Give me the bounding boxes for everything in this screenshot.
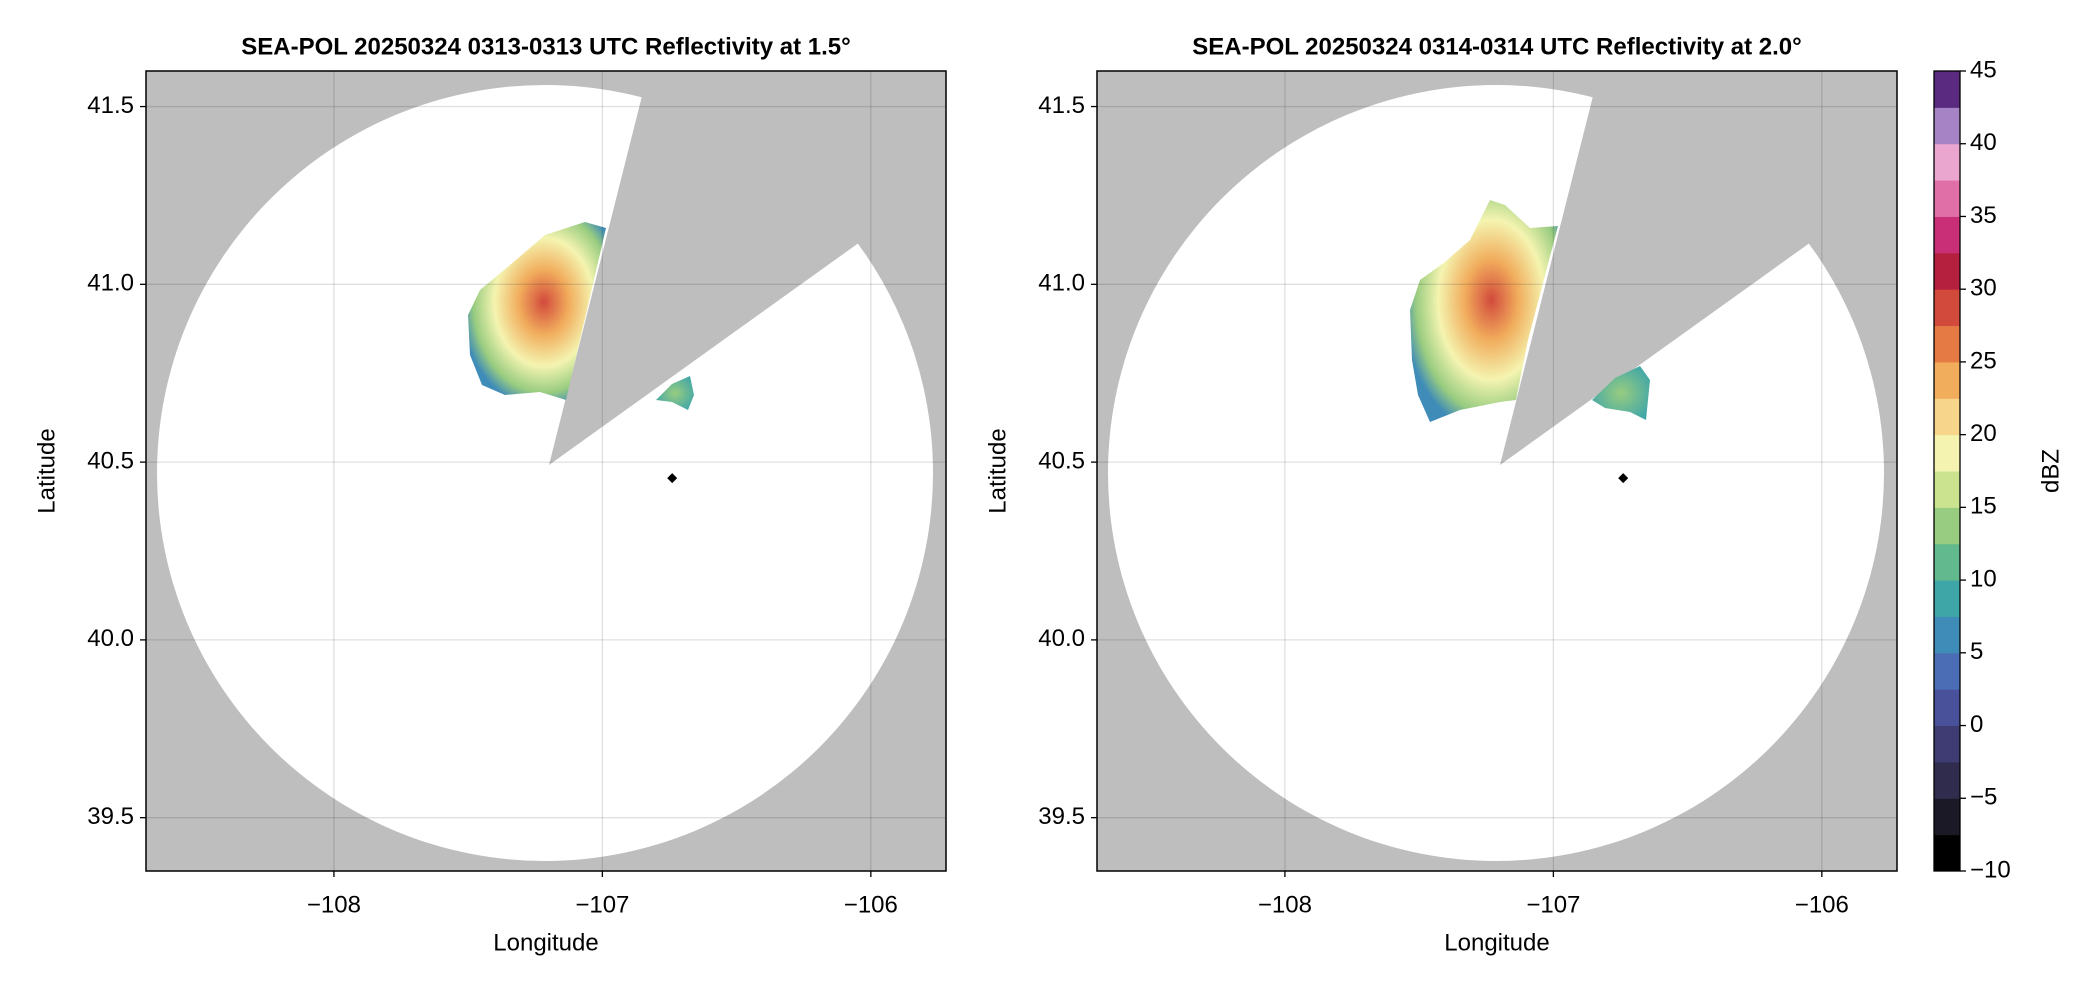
y-axis-label: Latitude — [984, 428, 1011, 513]
x-axis-label: Longitude — [493, 929, 598, 956]
colorbar-tick-label: 15 — [1970, 493, 1997, 520]
y-axis-label: Latitude — [33, 428, 60, 513]
echo — [468, 222, 606, 400]
colorbar-tick-label: 0 — [1970, 711, 1983, 738]
radar-coverage — [157, 71, 1897, 861]
colorbar-swatch — [1934, 580, 1960, 617]
colorbar-frame — [1933, 70, 1961, 872]
plot-frame — [145, 70, 947, 872]
colorbar-tick-label: −10 — [1970, 856, 2011, 883]
y-tick-label: 41.0 — [87, 270, 134, 297]
y-tick-label: 39.5 — [87, 803, 134, 830]
x-tick-label: −107 — [1526, 891, 1580, 918]
colorbar-swatch — [1934, 71, 1960, 108]
y-tick-label: 40.0 — [87, 625, 134, 652]
x-axis-label: Longitude — [1444, 929, 1549, 956]
y-tick-label: 41.0 — [1038, 270, 1085, 297]
x-tick-label: −108 — [307, 891, 361, 918]
y-tick-label: 40.0 — [1038, 625, 1085, 652]
colorbar-swatch — [1934, 216, 1960, 254]
colorbar-swatch — [1934, 434, 1960, 472]
colorbar-swatch — [1934, 725, 1960, 763]
chart-title: SEA-POL 20250324 0313-0313 UTC Reflectiv… — [241, 33, 850, 60]
blocked-sector — [1500, 71, 1897, 465]
echo — [1410, 200, 1558, 422]
colorbar-tick-label: 20 — [1970, 420, 1997, 447]
plot-frame — [1096, 70, 1898, 872]
colorbar-swatch — [1934, 252, 1960, 290]
colorbar-label: dBZ — [2037, 449, 2064, 493]
echo — [656, 376, 694, 410]
colorbar-swatch — [1934, 471, 1960, 508]
colorbar-tick-label: 35 — [1970, 202, 1997, 229]
y-tick-label: 40.5 — [87, 447, 134, 474]
colorbar-swatch — [1934, 325, 1960, 363]
colorbar-swatch — [1934, 689, 1960, 727]
colorbar-tick-label: −5 — [1970, 784, 1997, 811]
colorbar-tick-label: 5 — [1970, 638, 1983, 665]
colorbar-swatch — [1934, 834, 1960, 872]
y-tick-label: 41.5 — [87, 92, 134, 119]
colorbar-tick-label: 45 — [1970, 56, 1997, 83]
colorbar-swatch — [1934, 652, 1960, 690]
colorbar-swatch — [1934, 616, 1960, 654]
colorbar-swatch — [1934, 507, 1960, 545]
colorbar-swatch — [1934, 289, 1960, 327]
colorbar-swatch — [1934, 398, 1960, 436]
x-tick-label: −106 — [844, 891, 898, 918]
colorbar-swatch — [1934, 798, 1960, 836]
colorbar-swatch — [1934, 107, 1960, 145]
colorbar-swatch — [1934, 180, 1960, 217]
colorbar-swatch — [1934, 543, 1960, 581]
colorbar-tick-label: 10 — [1970, 565, 1997, 592]
colorbar-swatch — [1934, 143, 1960, 181]
x-tick-label: −107 — [575, 891, 629, 918]
site-marker — [1618, 473, 1629, 484]
colorbar-swatch — [1934, 361, 1960, 399]
colorbar-tick-label: 40 — [1970, 129, 1997, 156]
y-tick-label: 41.5 — [1038, 92, 1085, 119]
chart-title: SEA-POL 20250324 0314-0314 UTC Reflectiv… — [1192, 33, 1801, 60]
y-tick-label: 40.5 — [1038, 447, 1085, 474]
site-marker — [667, 473, 678, 484]
x-tick-label: −106 — [1795, 891, 1849, 918]
colorbar-swatch — [1934, 761, 1960, 799]
blocked-sector — [549, 71, 946, 465]
colorbar-tick-label: 25 — [1970, 347, 1997, 374]
y-tick-label: 39.5 — [1038, 803, 1085, 830]
echo — [1592, 366, 1650, 420]
x-tick-label: −108 — [1258, 891, 1312, 918]
colorbar-tick-label: 30 — [1970, 275, 1997, 302]
